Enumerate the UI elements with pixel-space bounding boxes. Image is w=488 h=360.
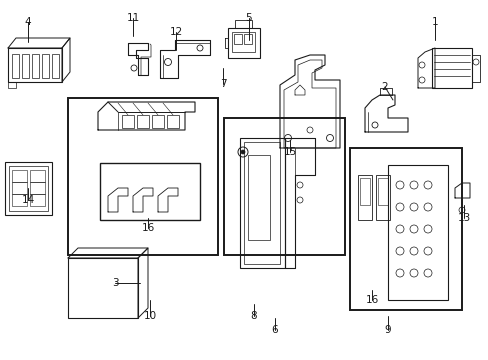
Text: 16: 16 bbox=[365, 295, 378, 305]
Circle shape bbox=[241, 150, 244, 154]
Bar bbox=[235, 20, 251, 28]
Bar bbox=[224, 118, 345, 255]
Text: 14: 14 bbox=[21, 195, 35, 205]
Bar bbox=[244, 142, 280, 264]
Text: 16: 16 bbox=[141, 223, 154, 233]
Bar bbox=[32, 54, 39, 78]
Text: 3: 3 bbox=[111, 278, 118, 288]
Text: 6: 6 bbox=[271, 325, 278, 335]
Text: 13: 13 bbox=[456, 213, 469, 223]
Bar bbox=[30, 194, 45, 206]
Text: 4: 4 bbox=[24, 17, 31, 27]
Bar bbox=[30, 170, 45, 182]
Text: 12: 12 bbox=[169, 27, 182, 37]
Bar bbox=[231, 32, 254, 52]
Bar bbox=[357, 175, 371, 220]
Bar bbox=[42, 54, 49, 78]
Bar bbox=[152, 115, 163, 128]
Bar bbox=[100, 163, 200, 220]
Text: 15: 15 bbox=[283, 147, 296, 157]
Bar bbox=[240, 138, 285, 268]
Bar bbox=[30, 182, 45, 194]
Bar bbox=[52, 54, 59, 78]
Bar bbox=[431, 48, 471, 88]
Bar bbox=[227, 28, 260, 58]
Text: 10: 10 bbox=[143, 311, 156, 321]
Bar bbox=[12, 170, 27, 182]
Bar bbox=[247, 155, 269, 240]
Bar bbox=[12, 182, 27, 194]
Bar bbox=[377, 178, 387, 205]
Bar bbox=[8, 48, 62, 82]
Text: 11: 11 bbox=[126, 13, 140, 23]
Text: 5: 5 bbox=[245, 13, 252, 23]
Text: 2: 2 bbox=[381, 82, 387, 92]
Bar bbox=[359, 178, 369, 205]
Bar bbox=[9, 166, 48, 211]
Bar bbox=[387, 165, 447, 300]
Bar bbox=[244, 34, 251, 44]
Bar bbox=[8, 82, 16, 88]
Bar bbox=[349, 148, 461, 310]
Text: 7: 7 bbox=[219, 79, 226, 89]
Bar bbox=[12, 54, 19, 78]
Bar bbox=[68, 258, 138, 318]
Bar bbox=[375, 175, 389, 220]
Bar bbox=[22, 54, 29, 78]
Bar bbox=[68, 98, 218, 255]
Text: 1: 1 bbox=[431, 17, 437, 27]
Text: 9: 9 bbox=[384, 325, 390, 335]
Bar bbox=[12, 194, 27, 206]
Bar bbox=[167, 115, 179, 128]
Bar bbox=[5, 162, 52, 215]
Bar bbox=[234, 34, 242, 44]
Text: 8: 8 bbox=[250, 311, 257, 321]
Bar bbox=[122, 115, 134, 128]
Bar bbox=[137, 115, 149, 128]
